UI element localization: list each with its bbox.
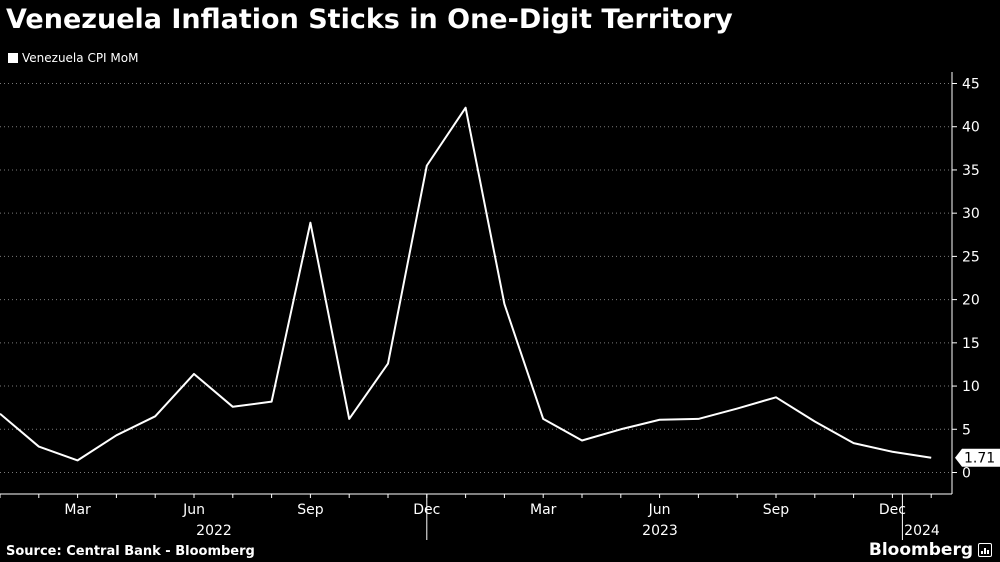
x-tick-label: Jun xyxy=(182,502,205,518)
y-tick-label: 30 xyxy=(962,206,980,222)
legend-swatch xyxy=(8,53,18,63)
x-tick-label: Sep xyxy=(297,502,324,518)
y-tick-label: 0 xyxy=(962,466,971,482)
x-tick-label: Sep xyxy=(763,502,790,518)
y-tick-label: 20 xyxy=(962,293,980,309)
y-tick-label: 5 xyxy=(962,422,971,438)
last-value-marker xyxy=(955,448,1000,467)
x-tick-label: Mar xyxy=(64,502,91,518)
legend-label: Venezuela CPI MoM xyxy=(22,51,139,65)
y-tick-label: 35 xyxy=(962,163,980,179)
year-label: 2023 xyxy=(642,523,678,539)
brand-name: Bloomberg xyxy=(868,540,973,560)
year-label: 2024 xyxy=(904,523,940,539)
x-tick-label: Mar xyxy=(530,502,557,518)
legend: Venezuela CPI MoM xyxy=(8,50,138,66)
y-tick-label: 15 xyxy=(962,336,980,352)
y-tick-label: 10 xyxy=(962,379,980,395)
y-tick-label: 40 xyxy=(962,120,980,136)
source-note: Source: Central Bank - Bloomberg xyxy=(6,544,255,559)
y-tick-label: 25 xyxy=(962,249,980,265)
chart-title: Venezuela Inflation Sticks in One-Digit … xyxy=(6,4,733,35)
x-tick-label: Dec xyxy=(879,502,906,518)
bloomberg-chart-icon xyxy=(978,543,992,557)
series-line-cpi-mom xyxy=(0,106,932,462)
year-label: 2022 xyxy=(196,523,232,539)
last-value-label: 1.71 xyxy=(964,451,995,467)
x-tick-label: Jun xyxy=(648,502,671,518)
brand-logo: Bloomberg xyxy=(869,540,992,560)
y-tick-label: 45 xyxy=(962,77,980,93)
